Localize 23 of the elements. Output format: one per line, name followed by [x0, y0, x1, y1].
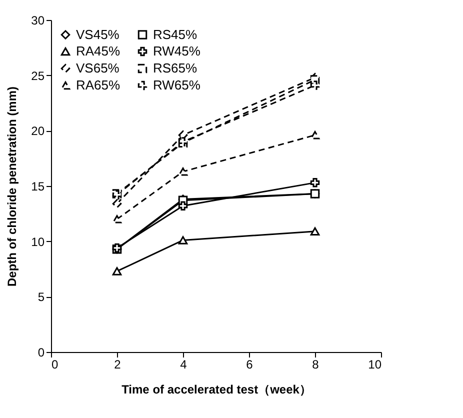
y-tick-label: 30: [31, 14, 45, 28]
legend-label: RA45%: [76, 44, 121, 58]
y-tick-label: 0: [38, 346, 45, 360]
legend-label: RW65%: [153, 78, 201, 92]
x-tick-label: 10: [368, 358, 382, 372]
x-tick-label: 8: [312, 358, 320, 372]
legend-label: VS45%: [76, 26, 120, 42]
legend-label: RW45%: [153, 44, 201, 58]
y-tick-label: 25: [31, 68, 45, 83]
legend-label: RS45%: [153, 26, 198, 42]
x-tick-label: 2: [114, 358, 122, 372]
y-tick-label: 20: [31, 124, 45, 138]
x-tick-label: 0: [52, 358, 58, 372]
y-axis-title: Depth of chloride penetration (mm): [5, 86, 20, 287]
x-tick-label: 6: [246, 358, 254, 372]
x-axis-title: Time of accelerated test（week）: [122, 382, 312, 396]
y-tick-label: 15: [31, 180, 45, 194]
y-tick-label: 10: [31, 234, 45, 249]
legend-label: VS65%: [76, 60, 120, 76]
legend-label: RS65%: [153, 60, 198, 76]
y-tick-label: 5: [38, 290, 45, 304]
x-tick-label: 4: [180, 358, 188, 372]
legend-label: RA65%: [76, 78, 121, 92]
